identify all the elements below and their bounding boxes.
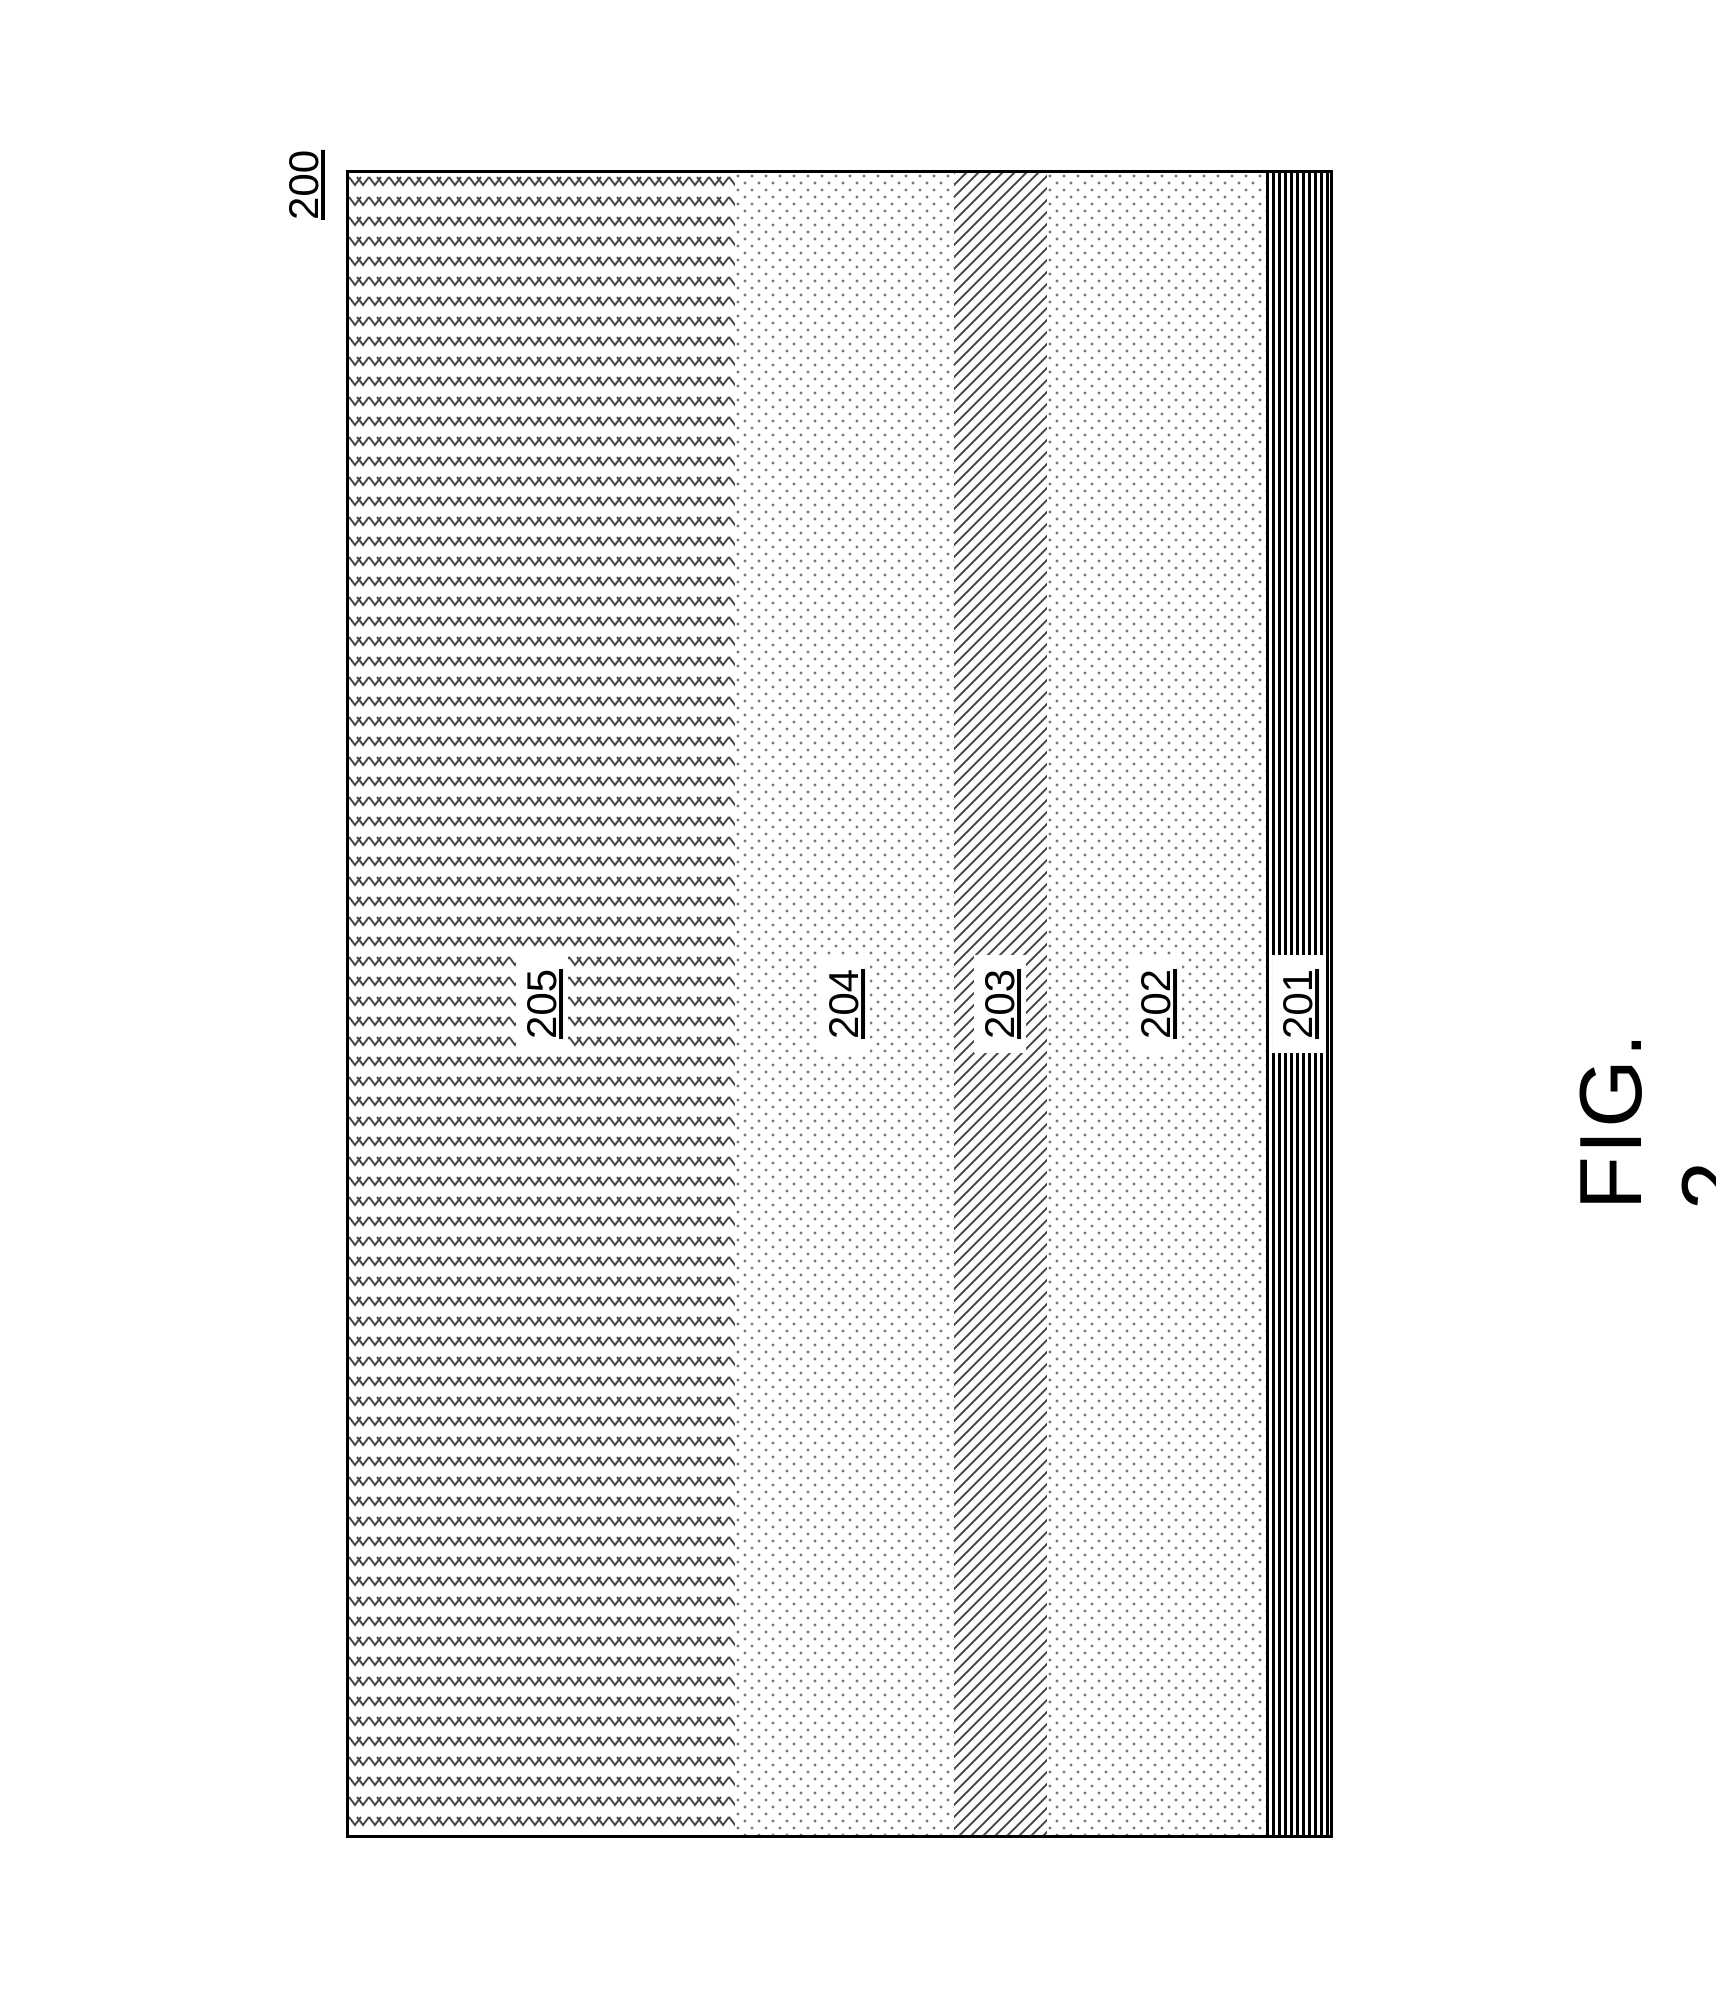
layer-201: 201 <box>1266 170 1333 1838</box>
layer-203: 203 <box>954 170 1050 1838</box>
layer-205: 205 <box>346 170 738 1838</box>
layer-label: 204 <box>818 955 870 1053</box>
layer-204: 204 <box>735 170 957 1838</box>
layer-label: 203 <box>975 955 1027 1053</box>
layer-label: 201 <box>1272 955 1324 1053</box>
figure-caption: FIG. 2 <box>1560 1031 1716 1210</box>
page: 200 205 204 203 202 201 FIG. 2 <box>0 0 1716 2002</box>
layer-202: 202 <box>1047 170 1269 1838</box>
structure-label: 200 <box>280 150 328 220</box>
layer-stack: 205 204 203 202 201 <box>346 170 1333 1838</box>
layer-label: 202 <box>1130 955 1182 1053</box>
layer-label: 205 <box>516 955 568 1053</box>
